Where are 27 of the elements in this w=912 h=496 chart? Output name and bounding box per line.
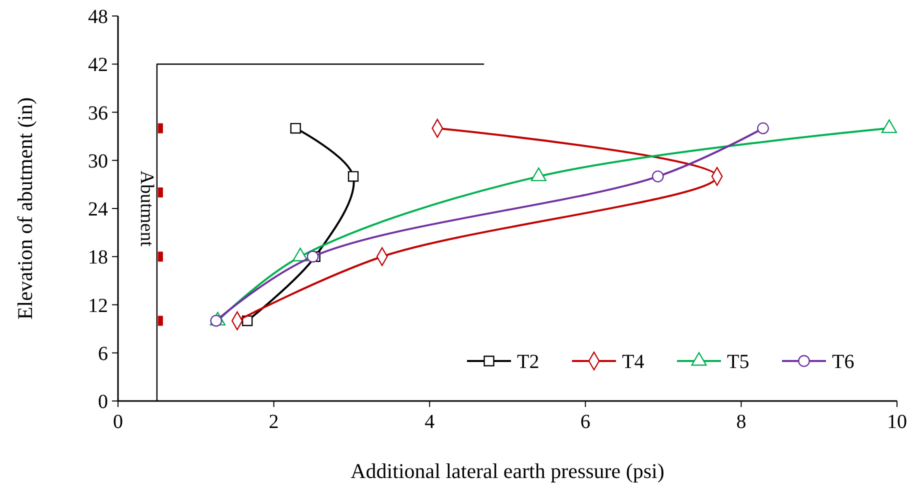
x-axis-title: Additional lateral earth pressure (psi) bbox=[350, 459, 664, 483]
legend-label: T6 bbox=[832, 351, 854, 373]
y-tick-label: 48 bbox=[88, 6, 108, 28]
y-tick-label: 18 bbox=[88, 246, 108, 269]
point bbox=[652, 170, 664, 182]
point bbox=[290, 122, 301, 134]
y-axis-title: Elevation of abutment (in) bbox=[13, 97, 37, 320]
y-tick-label: 6 bbox=[98, 342, 108, 365]
y-tick-label: 12 bbox=[88, 294, 108, 317]
x-tick-label: 0 bbox=[113, 411, 123, 433]
annotation: Abutment bbox=[136, 170, 157, 248]
legend-label: T4 bbox=[622, 351, 644, 373]
x-tick-label: 8 bbox=[736, 411, 746, 433]
legend-label: T5 bbox=[727, 351, 750, 373]
point bbox=[348, 171, 359, 182]
y-tick-label: 30 bbox=[88, 150, 108, 172]
legend-label: T2 bbox=[517, 351, 540, 373]
y-tick-label: 24 bbox=[88, 198, 108, 220]
y-tick-label: 42 bbox=[88, 54, 108, 76]
point bbox=[757, 122, 769, 134]
x-tick-label: 2 bbox=[268, 411, 279, 433]
x-tick-label: 4 bbox=[424, 411, 435, 433]
x-tick-label: 10 bbox=[887, 411, 907, 433]
x-tick-label: 6 bbox=[580, 411, 590, 433]
point bbox=[306, 250, 319, 263]
y-tick-label: 0 bbox=[98, 391, 108, 413]
y-tick-label: 36 bbox=[88, 102, 108, 124]
